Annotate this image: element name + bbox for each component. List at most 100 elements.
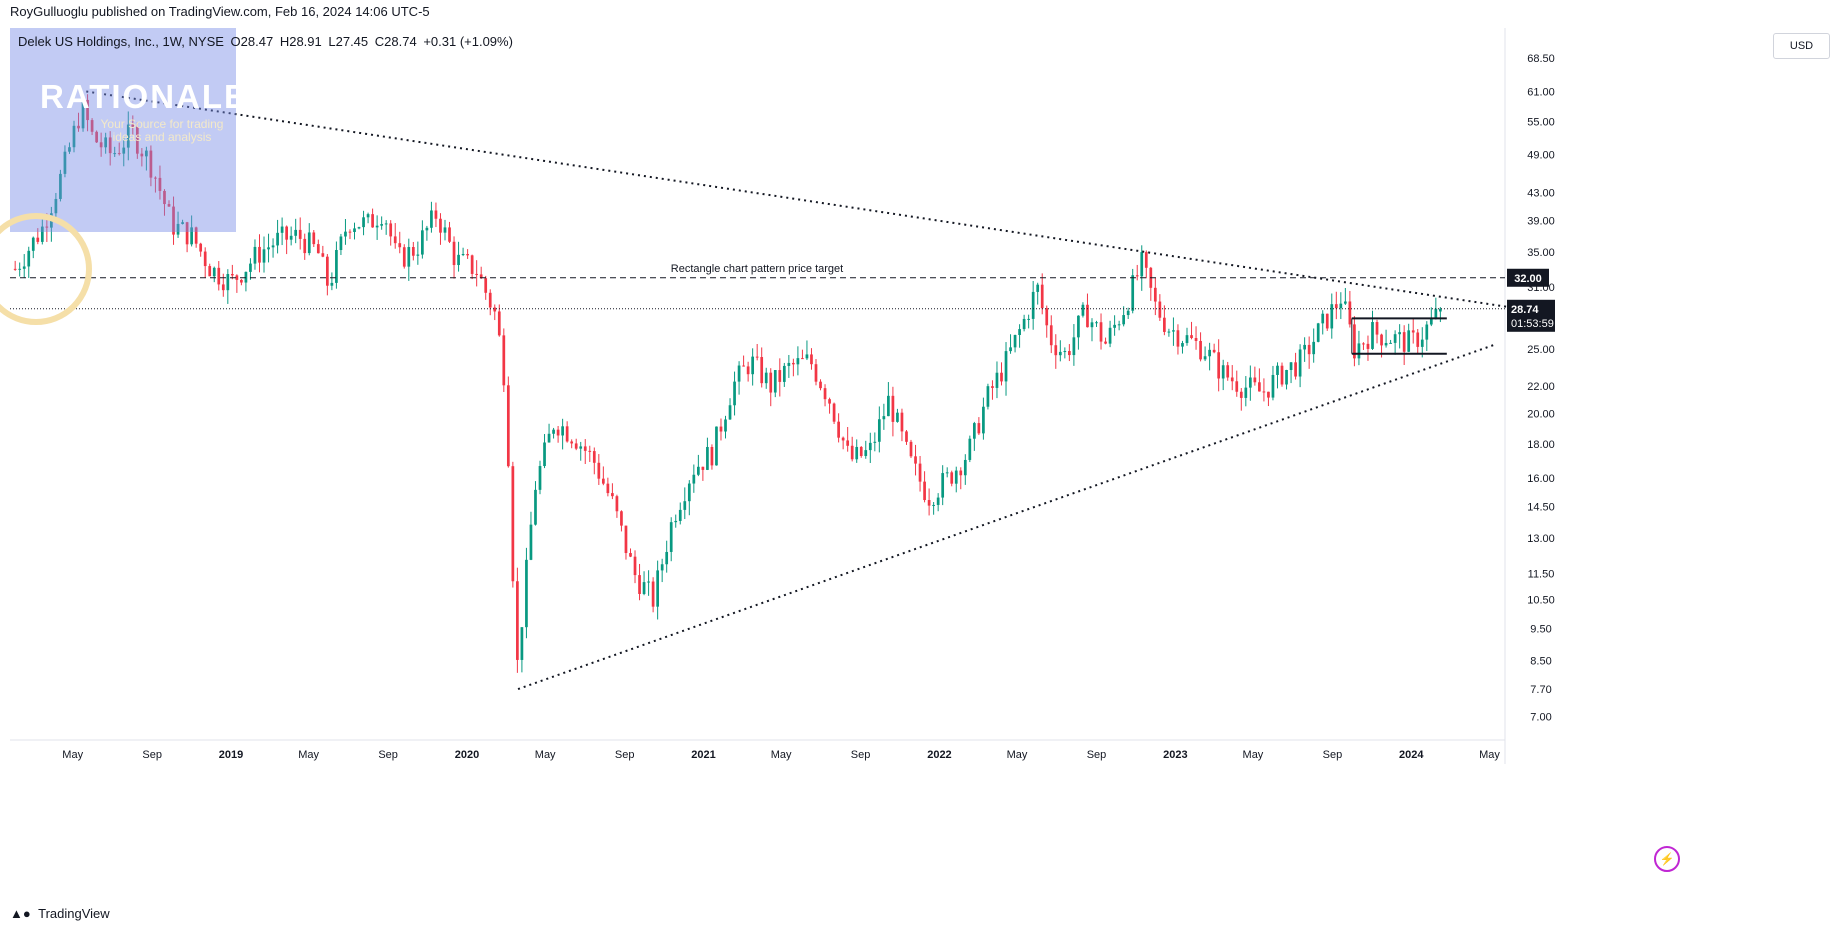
candle-body	[656, 570, 659, 607]
candle-body	[828, 399, 831, 404]
candle-body	[1235, 381, 1239, 392]
candle-body	[719, 426, 723, 432]
lightning-icon[interactable]: ⚡	[1654, 846, 1680, 872]
candle-body	[1276, 365, 1279, 375]
candle-body	[145, 150, 148, 157]
candle-body	[316, 244, 320, 254]
candle-body	[1194, 338, 1198, 341]
x-tick-label: Sep	[378, 749, 398, 761]
candle-body	[389, 223, 393, 237]
logo-title: RATIONALE	[40, 78, 249, 115]
candle-body	[855, 446, 859, 460]
candle-body	[561, 426, 564, 436]
candle-body	[497, 311, 501, 336]
candle-body	[1226, 365, 1230, 378]
candle-body	[543, 442, 546, 467]
candle-body	[1316, 323, 1320, 342]
price-chart[interactable]: 68.5061.0055.0049.0043.0039.0035.0031.00…	[10, 28, 1835, 901]
candle-body	[380, 224, 384, 226]
candle-body	[1239, 391, 1243, 398]
candle-body	[733, 381, 736, 406]
candle-body	[529, 524, 533, 560]
candle-body	[1095, 322, 1098, 324]
candle-body	[805, 354, 809, 359]
candle-body	[516, 581, 519, 660]
candle-body	[986, 386, 990, 407]
candle-body	[289, 235, 293, 240]
x-tick-label: May	[62, 749, 83, 761]
candle-body	[1353, 324, 1356, 359]
y-tick-label: 68.50	[1527, 53, 1555, 65]
candle-body	[240, 279, 243, 283]
candle-body	[1348, 301, 1352, 325]
candle-body	[421, 230, 424, 255]
candle-body	[592, 451, 596, 463]
candle-body	[1289, 362, 1293, 370]
currency-selector[interactable]: USD	[1773, 33, 1830, 59]
candle-body	[154, 177, 157, 179]
candle-body	[140, 153, 144, 157]
candle-body	[208, 266, 212, 277]
candle-body	[1217, 352, 1221, 379]
candle-body	[706, 446, 709, 470]
candle-body	[1090, 322, 1094, 328]
candle-body	[402, 247, 406, 267]
candle-body	[909, 441, 913, 457]
x-tick-label: 2024	[1399, 749, 1424, 761]
candle-body	[77, 125, 80, 129]
y-tick-label: 11.50	[1528, 568, 1555, 580]
candle-body	[905, 431, 908, 442]
candle-body	[891, 395, 895, 422]
candle-body	[728, 405, 732, 420]
candle-body	[90, 120, 94, 132]
candle-body	[1018, 329, 1021, 336]
candle-body	[221, 284, 225, 291]
candle-body	[1199, 340, 1202, 360]
candle-body	[1371, 322, 1374, 349]
candle-body	[72, 125, 76, 148]
candle-body	[249, 263, 252, 272]
candle-body	[1407, 330, 1411, 352]
current-price-badge	[1507, 299, 1555, 332]
symbol-legend[interactable]: Delek US Holdings, Inc., 1W, NYSE O28.47…	[18, 34, 516, 49]
y-tick-label: 8.50	[1530, 656, 1551, 668]
candle-body	[1298, 349, 1302, 377]
candle-body	[1049, 325, 1053, 346]
candle-body	[1420, 339, 1424, 347]
candle-body	[565, 426, 569, 442]
candle-body	[792, 362, 795, 365]
candle-body	[588, 450, 592, 452]
candle-body	[303, 238, 307, 254]
chart-area[interactable]: 68.50 61.00 55.00 49.00 43.00 39.00 35.00 31.00…	[10, 28, 1835, 901]
candle-body	[538, 466, 542, 490]
candle-body	[398, 243, 402, 248]
candle-body	[280, 226, 284, 233]
candle-body	[470, 255, 474, 274]
candle-body	[534, 489, 537, 525]
price-target-badge	[1507, 268, 1549, 287]
candle-body	[1144, 252, 1148, 268]
candle-body	[683, 501, 687, 510]
price-target-annotation: Rectangle chart pattern price target	[671, 263, 843, 275]
candle-body	[357, 227, 361, 229]
candle-body	[484, 278, 488, 293]
candle-body	[1108, 327, 1112, 344]
candle-body	[321, 253, 325, 257]
candle-body	[59, 173, 62, 199]
candle-body	[782, 365, 786, 382]
candle-body	[932, 504, 935, 506]
footer-brand[interactable]: ▲● TradingView	[10, 906, 110, 921]
candle-body	[253, 246, 257, 264]
candle-body	[552, 429, 555, 434]
candle-body	[411, 247, 415, 256]
candle-body	[1389, 342, 1392, 344]
candle-body	[742, 365, 745, 367]
candle-body	[963, 459, 967, 476]
candle-body	[104, 137, 108, 148]
candle-body	[190, 227, 193, 245]
candle-body	[945, 472, 949, 474]
candle-body	[1135, 275, 1139, 277]
candle-body	[1321, 313, 1325, 324]
candle-body	[995, 372, 999, 388]
candle-body	[1140, 252, 1144, 277]
